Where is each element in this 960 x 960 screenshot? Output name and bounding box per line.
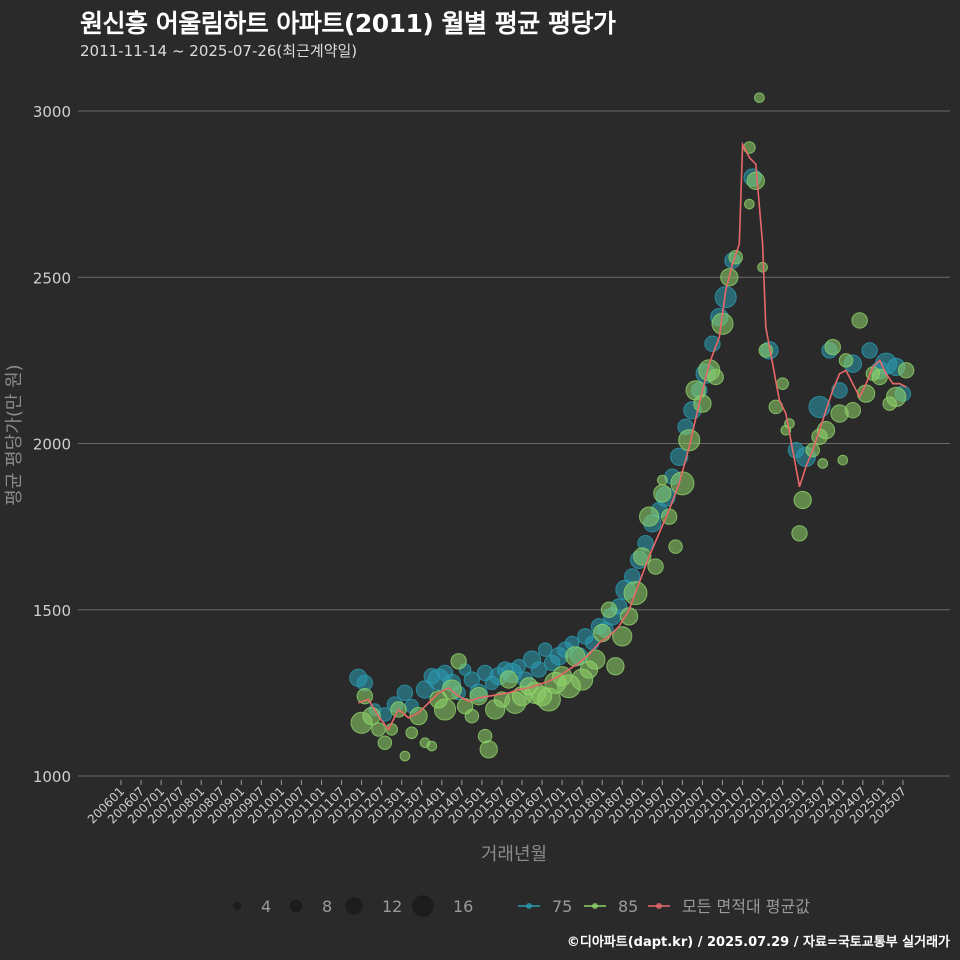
x-tick-labels: 2006012006072007012007072008012008072009… xyxy=(85,780,909,827)
point-85 xyxy=(743,141,756,154)
point-85 xyxy=(844,402,862,419)
point-85 xyxy=(409,707,428,726)
legend-key-dot xyxy=(592,903,598,909)
point-85 xyxy=(693,394,712,413)
legend-label: 75 xyxy=(552,897,572,916)
point-85 xyxy=(499,670,518,689)
point-85 xyxy=(776,377,789,390)
point-85 xyxy=(377,735,393,750)
point-85 xyxy=(856,384,876,403)
point-85 xyxy=(606,657,625,676)
mean-line-layer xyxy=(358,141,907,732)
point-75 xyxy=(831,382,848,399)
point-85 xyxy=(678,429,701,452)
point-85 xyxy=(746,171,765,190)
point-85 xyxy=(464,708,480,724)
point-85 xyxy=(647,558,664,575)
point-75 xyxy=(396,684,414,702)
point-75 xyxy=(511,659,527,674)
size-legend-circle xyxy=(232,901,242,911)
size-legend-circle xyxy=(289,899,303,913)
point-85 xyxy=(668,539,683,554)
point-85 xyxy=(426,740,438,752)
point-85 xyxy=(851,312,868,329)
point-85 xyxy=(479,740,498,759)
point-85 xyxy=(670,471,695,496)
y-axis-label: 평균 평당가(만 원) xyxy=(4,364,25,505)
point-85 xyxy=(612,626,633,647)
mean-line xyxy=(358,141,907,732)
point-85 xyxy=(728,250,743,265)
point-85 xyxy=(450,653,467,670)
point-85 xyxy=(405,726,419,740)
point-85 xyxy=(565,646,586,667)
point-85 xyxy=(791,525,808,542)
size-legend-circle xyxy=(345,897,363,915)
chart-title: 원신흥 어울림하트 아파트(2011) 월별 평균 평당가 xyxy=(80,9,616,38)
point-75 xyxy=(538,642,553,657)
y-tick-label: 1000 xyxy=(33,768,71,786)
x-axis-label: 거래년월 xyxy=(481,844,547,865)
legend-key-dot xyxy=(526,903,532,909)
point-85 xyxy=(433,698,457,721)
legend: 4 8 12 16 75 85 모든 면적대 평균값 xyxy=(232,895,810,917)
point-85 xyxy=(399,750,411,762)
point-85 xyxy=(371,722,386,737)
point-85 xyxy=(817,458,829,469)
point-85 xyxy=(600,601,618,618)
point-75 xyxy=(861,342,878,359)
point-85 xyxy=(824,338,841,356)
point-85 xyxy=(707,368,724,386)
point-85 xyxy=(593,623,612,643)
scatter-points xyxy=(349,92,915,762)
point-85 xyxy=(793,490,812,510)
point-85 xyxy=(639,506,660,527)
point-85 xyxy=(754,92,765,104)
point-85 xyxy=(837,454,849,466)
size-legend-circle xyxy=(412,895,434,917)
point-85 xyxy=(657,474,668,486)
y-tick-label: 1500 xyxy=(33,602,71,620)
legend-label: 모든 면적대 평균값 xyxy=(682,897,810,916)
point-85 xyxy=(653,484,672,503)
point-85 xyxy=(838,353,854,368)
y-tick-label: 2000 xyxy=(33,436,71,454)
y-tick-label: 3000 xyxy=(33,103,71,121)
point-85 xyxy=(744,198,755,210)
point-75 xyxy=(704,335,721,352)
legend-label: 85 xyxy=(618,897,638,916)
point-85 xyxy=(886,386,907,408)
point-75 xyxy=(670,447,689,466)
point-85 xyxy=(897,362,915,379)
size-legend-label: 8 xyxy=(322,897,332,916)
source-caption: ©디아파트(dapt.kr) / 2025.07.29 / 자료=국토교통부 실… xyxy=(566,935,950,950)
chart-subtitle: 2011-11-14 ~ 2025-07-26(최근계약일) xyxy=(80,42,358,60)
point-75 xyxy=(714,286,737,309)
size-legend-label: 16 xyxy=(453,897,473,916)
grid-layer xyxy=(78,110,950,777)
size-legend-label: 4 xyxy=(261,897,271,916)
point-75 xyxy=(530,661,548,678)
y-tick-labels: 1000 1500 2000 2500 3000 xyxy=(33,103,71,786)
size-legend-label: 12 xyxy=(382,897,402,916)
y-tick-label: 2500 xyxy=(33,269,71,287)
point-85 xyxy=(585,649,606,670)
legend-key-dot xyxy=(656,903,662,909)
